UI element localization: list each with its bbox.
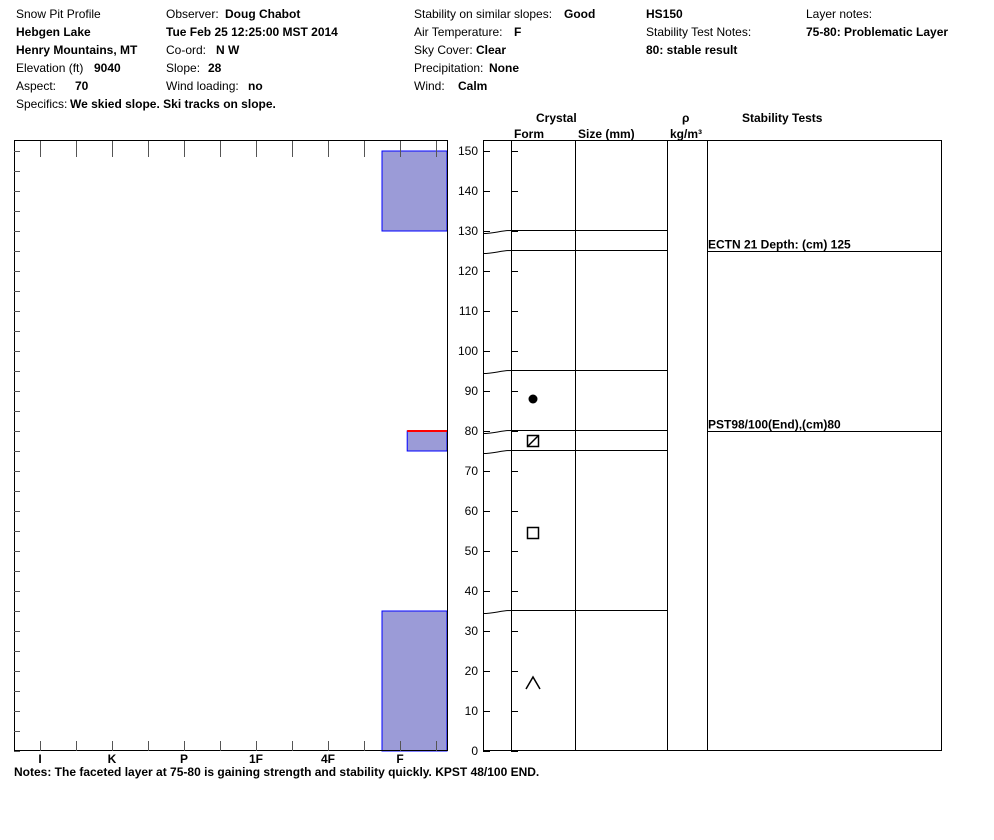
- slope-value: 28: [208, 61, 222, 75]
- depth-tick-label: 130: [458, 224, 478, 238]
- observation-datetime: Tue Feb 25 12:25:00 MST 2014: [166, 25, 338, 39]
- sky-cover-label: Sky Cover:: [414, 43, 473, 57]
- depth-tick-label: 30: [465, 624, 479, 638]
- layer-boundary-connector: [482, 230, 512, 234]
- profile-title: Snow Pit Profile: [16, 7, 101, 21]
- coord-value: N W: [216, 43, 240, 57]
- depth-tick-label: 140: [458, 184, 478, 198]
- depth-tick-label: 150: [458, 144, 478, 158]
- aspect-label: Aspect:: [16, 79, 57, 93]
- hardness-tick-label: 4F: [321, 752, 335, 766]
- specifics-label: Specifics:: [16, 97, 68, 111]
- depth-tick-label: 90: [465, 384, 479, 398]
- rounded-grain-icon: [528, 394, 538, 404]
- wind-loading-value: no: [248, 79, 263, 93]
- hardness-graph-frame: [14, 140, 448, 751]
- notes-text: Notes: The faceted layer at 75-80 is gai…: [14, 765, 540, 779]
- depth-tick-label: 20: [465, 664, 479, 678]
- layer-boundary-connector: [482, 250, 512, 254]
- air-temp-value: F: [514, 25, 522, 39]
- depth-tick-label: 50: [465, 544, 479, 558]
- precipitation-value: None: [489, 61, 519, 75]
- layer-table-frame: [483, 140, 942, 751]
- depth-tick-label: 70: [465, 464, 479, 478]
- precipitation-label: Precipitation:: [414, 61, 484, 75]
- stability-tests-header: Stability Tests: [742, 111, 823, 125]
- layer-notes-label: Layer notes:: [806, 7, 873, 21]
- stability-test-notes-value: 80: stable result: [646, 43, 738, 57]
- hardness-layer-bar: [381, 610, 448, 752]
- size-header: Size (mm): [578, 127, 635, 141]
- layer-boundary-connector: [482, 430, 512, 434]
- hardness-layer-bar: [406, 430, 448, 452]
- hardness-tick-label: F: [396, 752, 403, 766]
- range-name: Henry Mountains, MT: [16, 43, 138, 57]
- sky-cover-value: Clear: [476, 43, 507, 57]
- layer-boundary-connector: [482, 370, 512, 374]
- aspect-value: 70: [75, 79, 89, 93]
- stability-label: Stability on similar slopes:: [414, 7, 553, 21]
- depth-tick-label: 10: [465, 704, 479, 718]
- coord-label: Co-ord:: [166, 43, 207, 57]
- observer-label: Observer:: [166, 7, 219, 21]
- observer-value: Doug Chabot: [225, 7, 301, 21]
- layer-boundary-connector: [482, 610, 512, 614]
- stability-test-label: PST98/100(End),(cm)80: [708, 418, 841, 432]
- hardness-layer-bar: [381, 150, 448, 232]
- faceted-crystal-icon: [526, 526, 540, 540]
- depth-tick-label: 110: [459, 304, 478, 318]
- mixed-form-icon: [526, 434, 540, 448]
- hs-value: HS150: [646, 7, 683, 21]
- depth-tick-label: 0: [471, 744, 478, 758]
- specifics-value: We skied slope. Ski tracks on slope.: [70, 97, 276, 111]
- wind-value: Calm: [458, 79, 488, 93]
- air-temp-label: Air Temperature:: [414, 25, 503, 39]
- stability-test-notes-label: Stability Test Notes:: [646, 25, 752, 39]
- density-symbol: ρ: [682, 111, 690, 125]
- hardness-tick-label: 1F: [249, 752, 263, 766]
- depth-hoar-icon: [525, 675, 541, 690]
- depth-tick-label: 40: [465, 584, 479, 598]
- depth-tick-label: 60: [465, 504, 479, 518]
- layer-boundary-connector: [482, 450, 512, 454]
- hardness-tick-label: P: [180, 752, 188, 766]
- depth-tick-label: 100: [458, 344, 478, 358]
- slope-label: Slope:: [166, 61, 201, 75]
- wind-loading-label: Wind loading:: [166, 79, 239, 93]
- elevation-label: Elevation (ft): [16, 61, 84, 75]
- depth-tick-label: 120: [458, 264, 478, 278]
- depth-tick-label: 80: [465, 424, 479, 438]
- elevation-value: 9040: [94, 61, 121, 75]
- layer-notes-value: 75-80: Problematic Layer: [806, 25, 949, 39]
- density-unit: kg/m³: [670, 127, 703, 141]
- hardness-tick-label: I: [38, 752, 41, 766]
- stability-test-label: ECTN 21 Depth: (cm) 125: [708, 238, 851, 252]
- stability-value: Good: [564, 7, 596, 21]
- location-name: Hebgen Lake: [16, 25, 91, 39]
- wind-label: Wind:: [414, 79, 445, 93]
- crystal-header: Crystal: [536, 111, 577, 125]
- form-header: Form: [514, 127, 544, 141]
- hardness-tick-label: K: [108, 752, 117, 766]
